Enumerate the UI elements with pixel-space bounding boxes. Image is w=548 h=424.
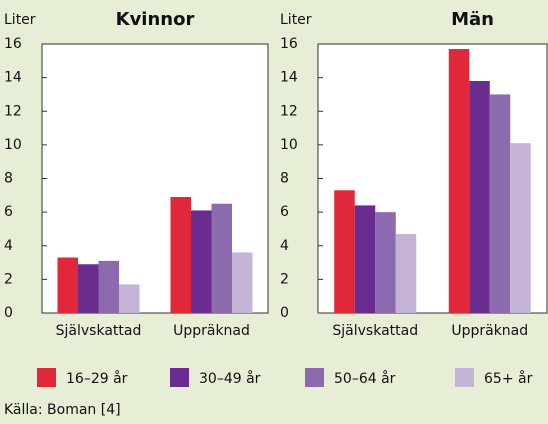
x-tick-label: Uppräknad (451, 323, 528, 339)
y-tick-label: 0 (280, 305, 289, 321)
x-tick-label: Självskattad (332, 323, 418, 339)
y-tick-label: 2 (4, 271, 13, 287)
x-tick-label: Uppräknad (173, 323, 250, 339)
legend-swatch (170, 368, 189, 387)
y-axis-label: Liter (280, 12, 312, 28)
legend-swatch (37, 368, 56, 387)
y-tick-label: 16 (4, 36, 22, 52)
chart-title: Män (451, 9, 494, 30)
y-tick-label: 2 (280, 271, 289, 287)
bar (119, 284, 140, 313)
bar (232, 252, 253, 313)
y-tick-label: 10 (280, 137, 298, 153)
y-tick-label: 14 (4, 70, 22, 86)
legend-label: 65+ år (484, 370, 533, 387)
legend-label: 30–49 år (199, 370, 261, 387)
y-tick-label: 0 (4, 305, 13, 321)
source: Källa: Boman [4] (4, 402, 121, 418)
y-tick-label: 10 (4, 137, 22, 153)
y-tick-label: 14 (280, 70, 298, 86)
y-tick-label: 8 (280, 171, 289, 187)
bar (191, 210, 212, 313)
legend-label: 16–29 år (66, 370, 128, 387)
y-tick-label: 4 (4, 238, 13, 254)
chart-title: Kvinnor (116, 9, 195, 30)
y-tick-label: 6 (4, 204, 13, 220)
bar (354, 205, 376, 313)
bar (211, 203, 232, 313)
bar (395, 233, 417, 313)
y-tick-label: 12 (4, 103, 22, 119)
legend-swatch (305, 368, 324, 387)
bar (489, 94, 511, 313)
y-tick-label: 16 (280, 36, 298, 52)
y-tick-label: 4 (280, 238, 289, 254)
legend-label: 50–64 år (334, 370, 396, 387)
bar (78, 264, 99, 313)
y-tick-label: 12 (280, 103, 298, 119)
bar (98, 260, 119, 313)
bar (375, 212, 396, 313)
x-tick-label: Självskattad (56, 323, 142, 339)
bar (469, 80, 490, 313)
y-tick-label: 6 (280, 204, 289, 220)
legend-swatch (455, 368, 474, 387)
y-tick-label: 8 (4, 171, 13, 187)
y-axis-label: Liter (4, 12, 36, 28)
bar (57, 257, 78, 313)
bar (510, 143, 531, 313)
bar (170, 196, 191, 313)
bar (448, 49, 470, 313)
bar (334, 190, 355, 313)
